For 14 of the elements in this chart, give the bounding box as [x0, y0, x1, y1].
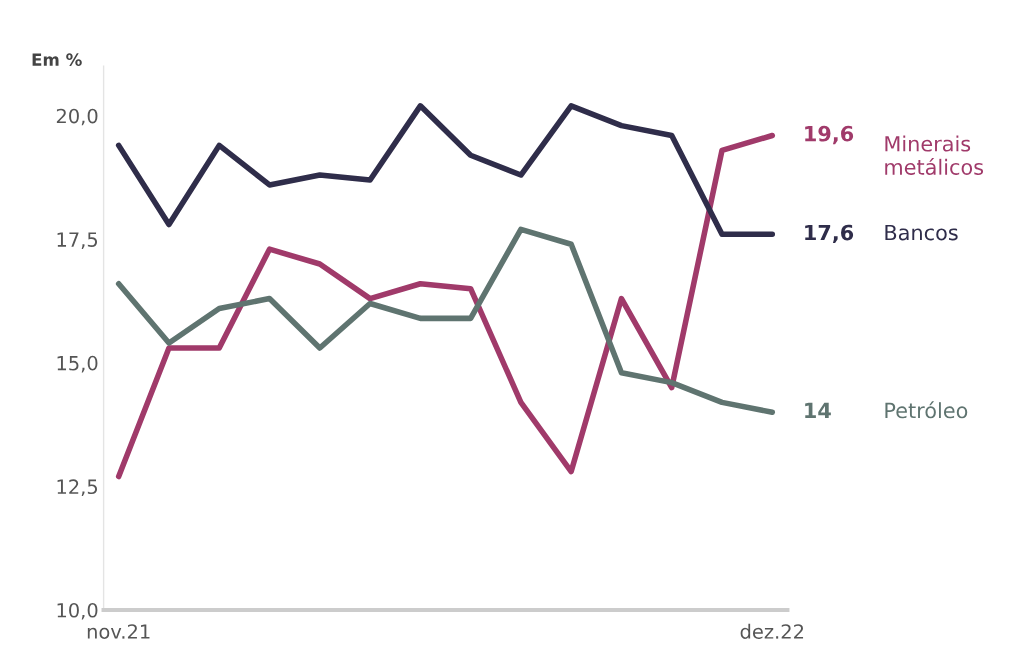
data-label: 19,6	[805, 125, 854, 145]
chart-subtitle: Em %	[32, 53, 82, 66]
y-tick-label: 12,5	[57, 479, 98, 497]
x-tick-label: dez.22	[740, 623, 804, 639]
x-tick-label: nov.21	[87, 624, 150, 639]
y-tick-label: 17,5	[57, 232, 98, 249]
text: Petróleo	[885, 401, 968, 419]
y-tick-label: 20,0	[56, 108, 98, 126]
y-tick-label: 15,0	[57, 355, 98, 373]
data-label: 17,6	[805, 224, 854, 244]
data-label: 14	[805, 402, 831, 419]
text: Minerais metálicos	[885, 135, 984, 175]
text: Bancos	[885, 224, 958, 241]
y-tick-label: 10,0	[57, 602, 98, 620]
